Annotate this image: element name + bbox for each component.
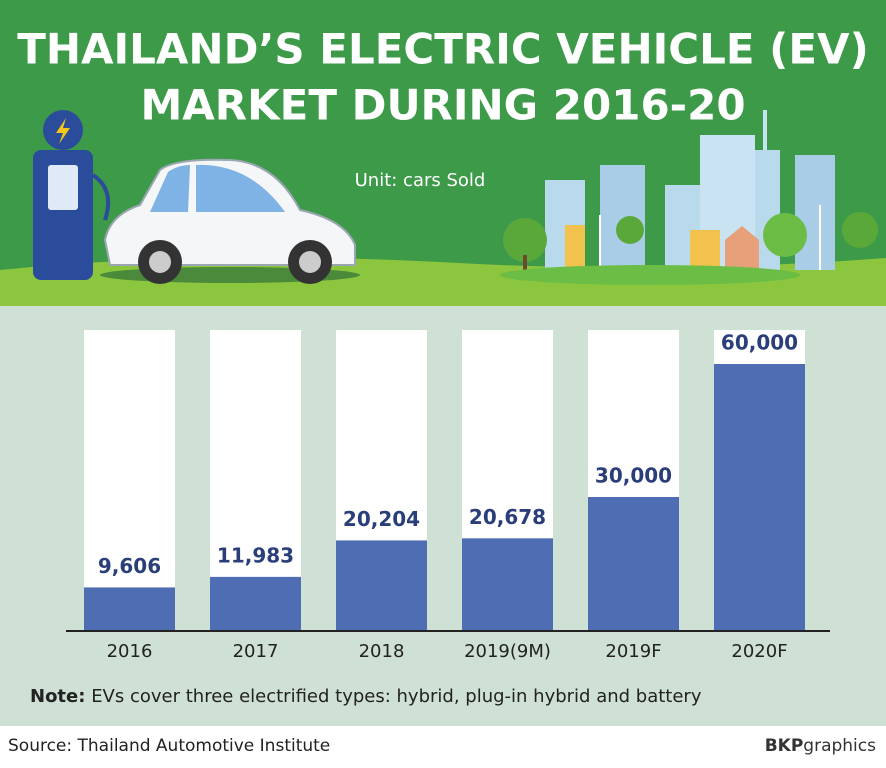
- note-text: EVs cover three electrified types: hybri…: [91, 686, 702, 707]
- value-label: 30,000: [595, 464, 672, 488]
- bar: [714, 364, 805, 630]
- bar: [336, 540, 427, 630]
- x-tick-label: 2017: [233, 641, 279, 662]
- x-tick-label: 2020F: [731, 641, 787, 662]
- credit-light: graphics: [803, 736, 876, 756]
- source: Source: Thailand Automotive Institute: [8, 736, 330, 756]
- subtitle: Unit: cars Sold: [355, 170, 486, 191]
- bar: [84, 587, 175, 630]
- chart-title: THAILAND’S ELECTRIC VEHICLE (EV): [17, 25, 869, 74]
- value-label: 20,678: [469, 505, 546, 529]
- x-tick-label: 2016: [107, 641, 153, 662]
- bar: [462, 538, 553, 630]
- bar: [588, 497, 679, 630]
- value-label: 20,204: [343, 507, 420, 531]
- city-illustration: [500, 110, 878, 285]
- chart-title: MARKET DURING 2016-20: [140, 81, 745, 130]
- credit-bold: BKP: [765, 736, 804, 756]
- value-label: 11,983: [217, 543, 294, 567]
- x-tick-label: 2018: [359, 641, 405, 662]
- charging-station: [33, 110, 110, 280]
- x-tick-label: 2019(9M): [464, 641, 551, 662]
- note-label: Note:: [30, 686, 85, 707]
- value-label: 9,606: [98, 554, 161, 578]
- credit: BKPgraphics: [765, 736, 876, 756]
- car: [100, 158, 360, 284]
- bar: [210, 576, 301, 630]
- x-tick-label: 2019F: [605, 641, 661, 662]
- column-bg: [84, 330, 175, 630]
- note: Note: EVs cover three electrified types:…: [30, 686, 702, 707]
- value-label: 60,000: [721, 331, 798, 355]
- footer-bg: [0, 726, 886, 768]
